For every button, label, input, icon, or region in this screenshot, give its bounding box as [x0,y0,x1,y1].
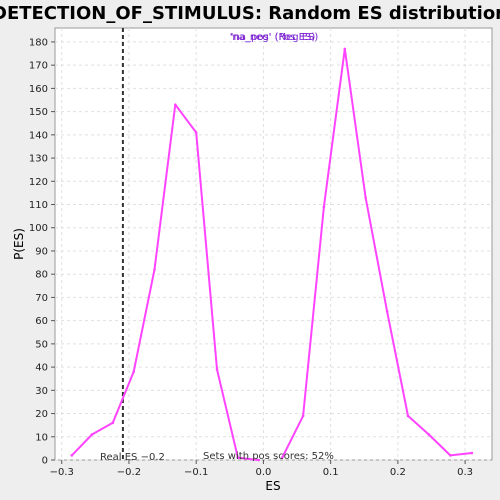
y-axis-label: P(ES) [12,228,26,260]
x-axis-label: ES [265,479,280,493]
data-point [111,421,115,425]
data-point [194,131,198,134]
y-tick-label: 80 [35,270,48,281]
y-tick-label: 160 [29,84,48,95]
data-point [215,368,219,371]
y-tick-label: 110 [29,200,48,211]
y-tick-label: 90 [35,246,48,257]
y-tick-label: 100 [29,223,48,234]
series-line-pos [281,47,473,459]
y-tick-label: 150 [29,107,48,118]
grid-lines [55,28,492,461]
y-tick-label: 180 [29,37,48,48]
data-point [90,433,94,436]
x-tick-label: 0.0 [255,467,271,478]
data-point [343,47,347,51]
series-group [70,47,474,462]
y-tick-label: 140 [29,130,48,141]
data-point [301,414,305,418]
y-tick-label: 10 [35,432,48,443]
x-tick-label: 0.3 [457,467,473,478]
y-tick-label: 30 [35,386,48,397]
x-tick-label: −0.2 [117,467,141,478]
x-tick-label: −0.1 [184,467,208,478]
y-tick-label: 120 [29,177,48,188]
data-point [280,456,284,459]
y-tick-label: 170 [29,61,48,72]
data-point [364,196,367,199]
y-tick-label: 60 [35,316,48,327]
data-point [449,454,452,457]
data-point [236,456,240,459]
chart-title: DETECTION_OF_STIMULUS: Random ES distrib… [0,3,500,24]
plot-area [54,27,493,461]
data-point [132,370,135,374]
data-point [322,205,326,209]
data-point [153,268,156,271]
y-tick-label: 20 [35,409,48,420]
y-tick-label: 40 [35,363,48,374]
y-tick-label: 130 [29,154,48,165]
data-point [406,414,410,418]
data-point [470,451,474,455]
legend-neg: 'na_neg' (Neg ES) [230,32,319,43]
data-point [174,103,177,106]
y-tick-label: 0 [42,456,48,467]
data-point [427,433,431,436]
x-axis-ticks: −0.3 −0.2 −0.1 0.0 0.1 0.2 0.3 [50,460,473,478]
series-line-neg [70,103,260,461]
data-point [70,454,74,457]
data-point [385,310,389,313]
x-tick-label: −0.3 [50,467,74,478]
data-point [257,458,261,462]
pos-scores-label: Sets with pos scores: 52% [203,451,334,462]
legend-pos: 'na_pos' (Pos ES) [231,32,316,43]
y-tick-label: 50 [35,339,48,350]
x-tick-label: 0.1 [323,467,339,478]
y-tick-label: 70 [35,293,48,304]
real-es-label: Real ES −0.2 [100,452,165,463]
x-tick-label: 0.2 [390,467,406,478]
y-axis-ticks: 0 10 20 30 40 50 60 70 80 90 100 110 120 130 140 150 160… [29,37,55,467]
